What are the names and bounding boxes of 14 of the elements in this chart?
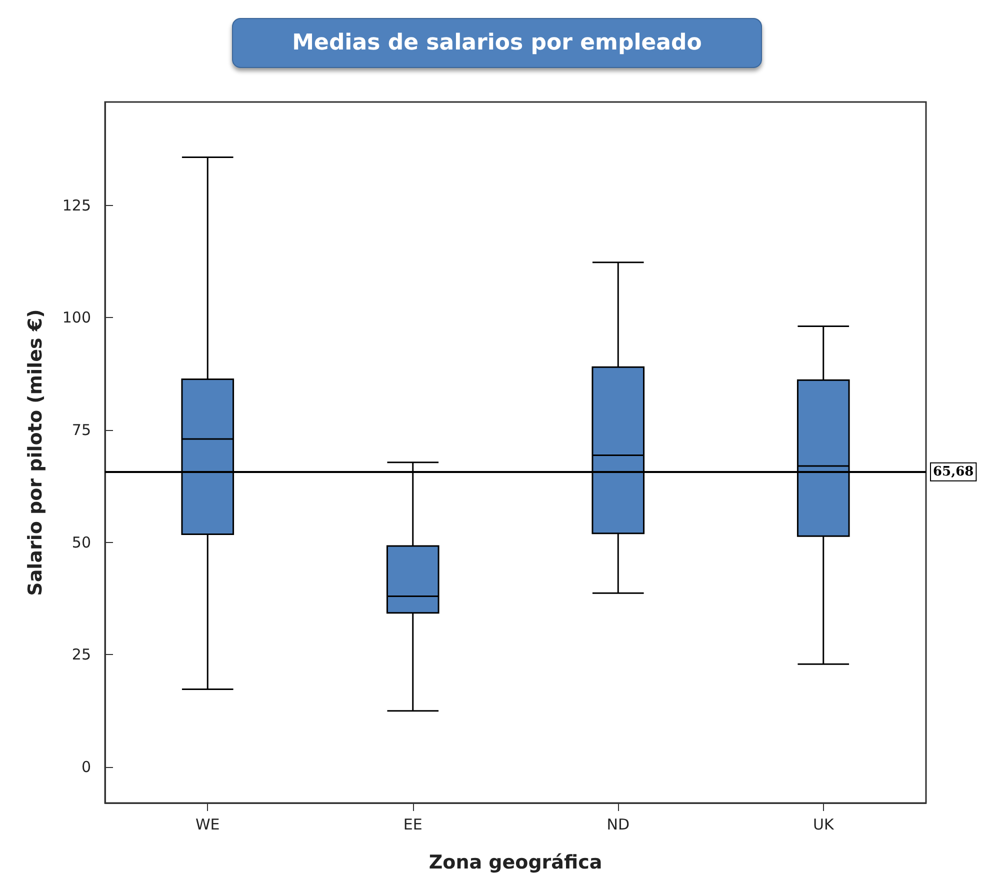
x-tick-label: EE xyxy=(403,816,422,834)
y-tick-label: 25 xyxy=(72,646,91,664)
chart-title: Medias de salarios por empleado xyxy=(292,30,702,56)
y-tick-label: 75 xyxy=(72,421,91,440)
x-tick-label: WE xyxy=(195,816,220,834)
x-tick-label: UK xyxy=(812,816,835,834)
x-tick-label: ND xyxy=(606,816,630,834)
x-axis-title: Zona geográfica xyxy=(428,852,602,874)
y-tick-label: 125 xyxy=(62,196,91,214)
ref-line-label: 65,68 xyxy=(933,464,974,480)
y-tick-label: 50 xyxy=(72,533,91,552)
y-tick-label: 0 xyxy=(81,758,91,776)
y-tick-label: 100 xyxy=(62,308,91,327)
y-axis-title: Salario por piloto (miles €) xyxy=(24,309,46,596)
